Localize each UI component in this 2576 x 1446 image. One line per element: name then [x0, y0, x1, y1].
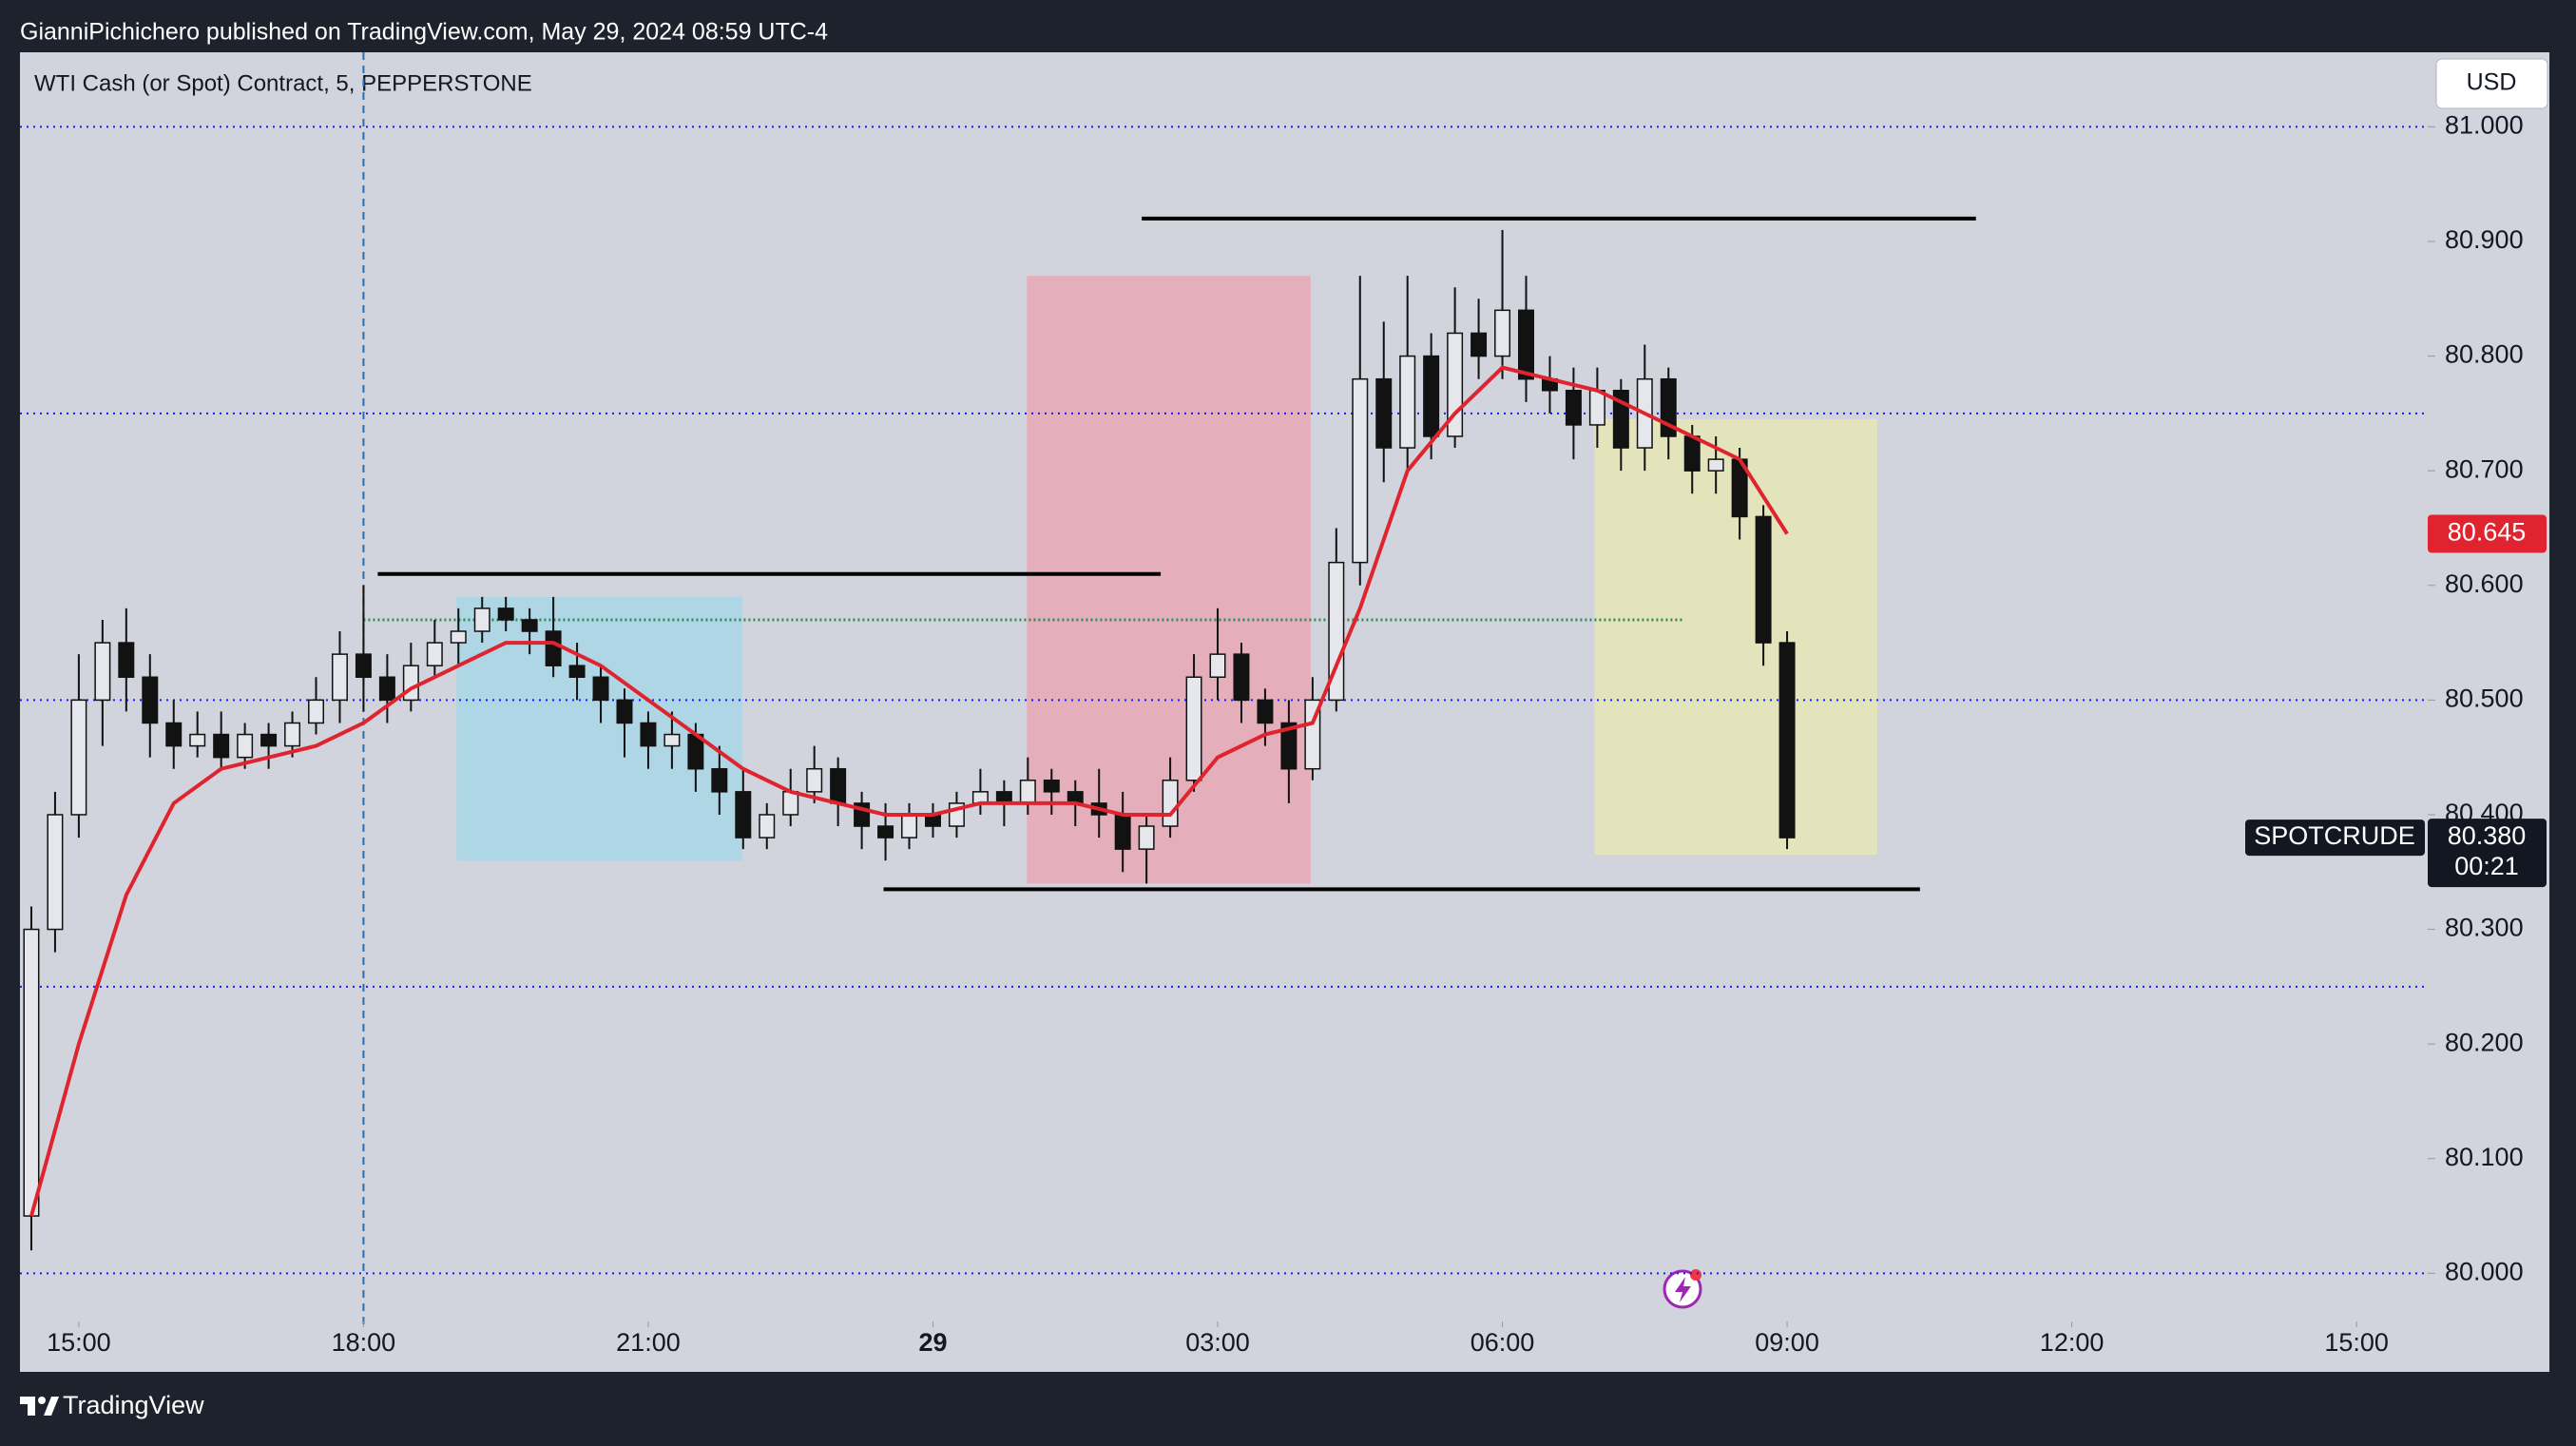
candle-down	[1257, 699, 1274, 724]
candle-up	[806, 767, 823, 793]
events-icon[interactable]	[1663, 1269, 1702, 1309]
y-tick-label: 80.500	[2445, 684, 2524, 712]
candle-down	[497, 607, 514, 621]
candle-down	[260, 733, 278, 747]
y-tick-label: 80.200	[2445, 1028, 2524, 1056]
candle-up	[663, 733, 681, 747]
x-tick-label: 29	[918, 1328, 947, 1357]
y-tick-label: 80.800	[2445, 340, 2524, 369]
zone	[456, 596, 742, 861]
price-box	[2428, 819, 2547, 888]
candle-down	[213, 733, 230, 759]
x-tick-label: 21:00	[616, 1328, 681, 1357]
candle-up	[1328, 561, 1345, 702]
candle-up	[1707, 458, 1724, 472]
candle-up	[1588, 390, 1605, 426]
candle-up	[23, 928, 40, 1217]
candle-up	[1162, 780, 1179, 827]
candle-down	[142, 676, 159, 724]
x-tick-label: 03:00	[1185, 1328, 1250, 1357]
symbol-label: SPOTCRUDE	[2254, 821, 2415, 850]
x-tick-label: 15:00	[2324, 1328, 2389, 1357]
candle-down	[1043, 780, 1060, 793]
candle-down	[1755, 515, 1772, 644]
candle-down	[1683, 435, 1701, 472]
moving-average	[29, 365, 1789, 1217]
candle-down	[640, 722, 657, 747]
candle-down	[616, 699, 633, 724]
symbol-box	[2245, 819, 2425, 857]
brand-logo	[20, 1397, 59, 1416]
candle-down	[1280, 722, 1298, 770]
candle-down	[1233, 653, 1250, 702]
candle-up	[331, 653, 348, 702]
y-tick-label: 80.100	[2445, 1143, 2524, 1171]
x-tick-label: 12:00	[2040, 1328, 2105, 1357]
candle-up	[70, 699, 87, 816]
candle-down	[1518, 309, 1534, 380]
candle-down	[1423, 355, 1440, 437]
candle-up	[94, 642, 111, 702]
currency-box[interactable]	[2435, 58, 2548, 109]
candle-up	[901, 814, 918, 839]
candle-up	[473, 607, 490, 632]
candle-up	[237, 733, 254, 759]
chart-title: WTI Cash (or Spot) Contract, 5, PEPPERST…	[34, 70, 532, 96]
candle-up	[189, 733, 206, 747]
candle-up	[308, 699, 324, 724]
candle-up	[1019, 780, 1036, 804]
candle-down	[1778, 642, 1796, 839]
candle-up	[450, 630, 467, 644]
y-tick-label: 80.000	[2445, 1257, 2524, 1285]
candle-down	[378, 676, 395, 702]
brand: TradingView	[63, 1391, 204, 1419]
candle-down	[568, 665, 586, 678]
candle-down	[545, 630, 562, 666]
candle-down	[830, 767, 847, 804]
candle-down	[877, 825, 894, 839]
y-tick-label: 80.600	[2445, 569, 2524, 598]
candle-down	[521, 619, 538, 632]
y-tick-label: 80.900	[2445, 225, 2524, 254]
candle-up	[402, 665, 419, 702]
candle-up	[1185, 676, 1202, 781]
candle-down	[355, 653, 372, 678]
price-label: 80.380	[2448, 821, 2527, 850]
candle-down	[165, 722, 183, 747]
price-box	[2428, 514, 2547, 553]
price-label: 80.645	[2448, 518, 2527, 547]
candle-up	[1399, 355, 1416, 449]
currency[interactable]: USD	[2467, 69, 2517, 96]
candle-up	[47, 814, 64, 931]
candle-up	[1352, 377, 1369, 564]
candle-up	[1138, 825, 1155, 850]
candle-up	[426, 642, 443, 666]
y-tick-label: 80.700	[2445, 454, 2524, 483]
candle-up	[1494, 309, 1511, 357]
candle-down	[1375, 377, 1393, 449]
x-tick-label: 18:00	[332, 1328, 396, 1357]
candle-down	[118, 642, 135, 678]
candle-down	[735, 791, 752, 839]
candle-down	[1114, 814, 1131, 850]
candle-up	[782, 791, 799, 816]
candle-down	[592, 676, 609, 702]
candle-down	[711, 767, 728, 793]
y-tick-label: 80.300	[2445, 914, 2524, 942]
candle-up	[284, 722, 301, 747]
candle-up	[759, 814, 776, 839]
x-tick-label: 15:00	[47, 1328, 111, 1357]
publish-info: GianniPichichero published on TradingVie…	[20, 19, 828, 46]
x-tick-label: 06:00	[1471, 1328, 1535, 1357]
y-tick-label: 81.000	[2445, 111, 2524, 140]
x-tick-label: 09:00	[1755, 1328, 1819, 1357]
countdown: 00:21	[2454, 852, 2519, 880]
candle-down	[1565, 390, 1582, 426]
candle-down	[1471, 332, 1488, 357]
candle-up	[1209, 653, 1226, 678]
